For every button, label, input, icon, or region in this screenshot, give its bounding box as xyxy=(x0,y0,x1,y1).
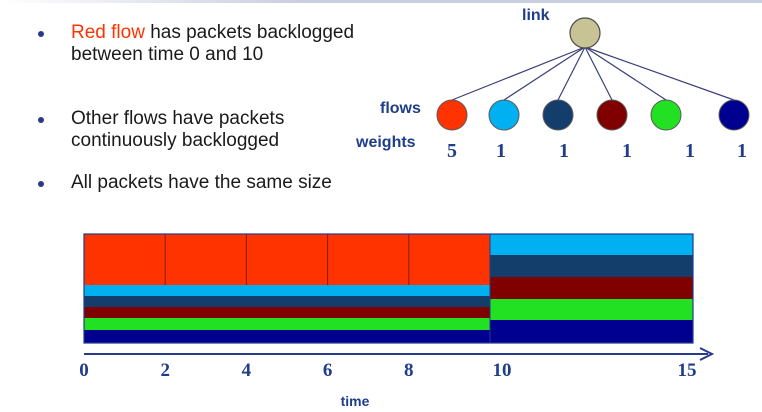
tree-edge xyxy=(451,46,586,101)
red-flow-block xyxy=(84,234,490,285)
bullet-dot xyxy=(38,117,44,123)
link-node xyxy=(569,17,601,49)
flow-band xyxy=(490,299,693,320)
bullet-dot xyxy=(38,31,44,37)
bullet-text: Other flows have packets continuously ba… xyxy=(71,108,285,151)
red-flow-highlight: Red flow xyxy=(71,22,145,43)
tree-nodes xyxy=(436,17,750,131)
flow-weight: 5 xyxy=(447,140,457,162)
flow-weight: 1 xyxy=(622,140,632,162)
flow-band xyxy=(490,277,693,299)
tree-edge xyxy=(584,46,667,101)
bullet-dot xyxy=(38,181,44,187)
time-axis-label: time xyxy=(340,393,370,409)
flow-node xyxy=(488,99,520,131)
flow-stripe xyxy=(84,296,490,307)
flow-weight: 1 xyxy=(559,140,569,162)
axis-tick-label: 15 xyxy=(677,360,697,381)
flow-node xyxy=(542,99,574,131)
flow-stripe xyxy=(84,330,490,343)
flow-band xyxy=(490,320,693,343)
axis-tick-label: 4 xyxy=(241,360,252,381)
axis-tick-label: 6 xyxy=(322,360,333,381)
flow-stripe xyxy=(84,307,490,318)
title-underline xyxy=(0,0,762,3)
tree-edges xyxy=(451,46,735,101)
axis-tick-label: 8 xyxy=(404,360,414,381)
flow-band xyxy=(490,255,693,277)
axis-tick-label: 0 xyxy=(79,360,89,381)
flow-weight: 1 xyxy=(737,140,747,162)
tree-edge xyxy=(584,46,735,101)
time-axis xyxy=(84,347,715,361)
tree-edge xyxy=(557,46,586,101)
flow-weight: 1 xyxy=(496,140,506,162)
link-label: link xyxy=(522,7,550,24)
flow-node xyxy=(718,99,750,131)
flow-stripe xyxy=(84,285,490,296)
flow-node xyxy=(596,99,628,131)
flow-stripe xyxy=(84,318,490,330)
chart-bars xyxy=(83,233,694,344)
chart-frame xyxy=(83,233,694,344)
weights-label: weights xyxy=(356,134,416,151)
bullet-text: All packets have the same size xyxy=(71,172,332,193)
flow-band xyxy=(490,234,693,255)
axis-tick-label: 2 xyxy=(160,360,170,381)
bullet-text: has packets backlogged between time 0 an… xyxy=(71,22,355,65)
flow-weight: 1 xyxy=(685,140,695,162)
flow-node xyxy=(436,99,468,131)
tree-edge xyxy=(503,46,586,101)
flow-node xyxy=(650,99,682,131)
tree-edge xyxy=(584,46,613,101)
flows-label: flows xyxy=(380,100,421,117)
axis-tick-label: 10 xyxy=(492,360,512,381)
